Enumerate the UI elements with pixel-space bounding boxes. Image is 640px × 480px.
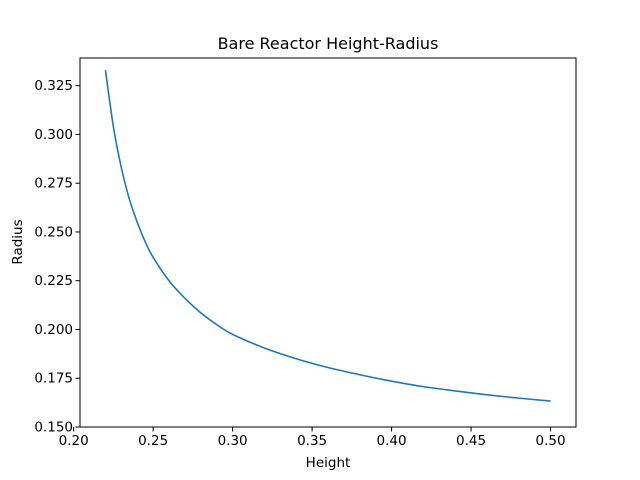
x-axis-label: Height xyxy=(306,455,351,471)
x-tick-label: 0.25 xyxy=(138,433,168,449)
y-tick-label: 0.300 xyxy=(34,127,73,143)
y-tick-label: 0.275 xyxy=(34,176,73,192)
chart-title: Bare Reactor Height-Radius xyxy=(218,34,439,53)
y-tick-label: 0.250 xyxy=(34,224,73,240)
axes: 0.20 0.25 0.30 0.35 0.40 0.45 0.50 0.150 0.175 0.… xyxy=(34,57,577,449)
x-tick-label: 0.45 xyxy=(456,433,486,449)
plot-area xyxy=(104,69,551,402)
y-tick-label: 0.150 xyxy=(34,420,73,436)
x-tick-label: 0.40 xyxy=(377,433,407,449)
x-tick-label: 0.35 xyxy=(297,433,327,449)
y-tick-label: 0.175 xyxy=(34,371,73,387)
x-tick-label: 0.50 xyxy=(536,433,566,449)
y-tick-label: 0.200 xyxy=(34,322,73,338)
y-tick-label: 0.325 xyxy=(34,78,73,94)
x-tick-label: 0.20 xyxy=(59,433,89,449)
axes-frame xyxy=(79,57,577,428)
series-line-1 xyxy=(104,69,551,402)
y-tick-label: 0.225 xyxy=(34,273,73,289)
y-axis-label: Radius xyxy=(10,219,26,264)
x-tick-label: 0.30 xyxy=(218,433,248,449)
